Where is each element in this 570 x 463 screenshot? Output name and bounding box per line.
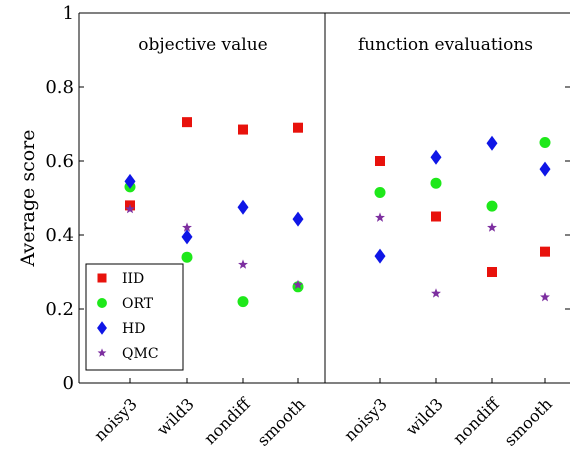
point-qmc-wild3: [182, 222, 192, 232]
panel-title: function evaluations: [358, 35, 533, 55]
point-iid-nondiff: [238, 124, 248, 135]
point-ort-nondiff: [237, 296, 249, 308]
point-qmc-nondiff: [238, 259, 248, 269]
x-tick-label: noisy3: [90, 394, 141, 445]
legend-label-qmc: QMC: [122, 346, 159, 362]
point-iid-smooth: [540, 246, 550, 257]
point-iid-smooth: [293, 122, 303, 133]
y-tick-label: 0.8: [45, 77, 74, 98]
y-tick-label: 0.2: [45, 299, 74, 320]
x-tick-label: smooth: [500, 394, 555, 449]
legend-label-ort: ORT: [122, 296, 154, 312]
y-tick-label: 0: [63, 373, 74, 394]
point-qmc-noisy3: [375, 212, 385, 222]
panel-title: objective value: [138, 35, 268, 55]
x-tick-label: wild3: [153, 394, 198, 439]
point-ort-noisy3: [374, 186, 386, 198]
y-tick-label: 0.4: [45, 225, 74, 246]
point-qmc-noisy3: [125, 203, 135, 214]
point-hd-smooth: [292, 211, 304, 227]
x-tick-label: smooth: [253, 394, 308, 449]
legend: IID ORT HD QMC: [85, 263, 184, 371]
point-iid-wild3: [182, 117, 192, 128]
point-qmc-wild3: [431, 288, 441, 298]
point-iid-noisy3: [375, 156, 385, 166]
legend-label-iid: IID: [122, 271, 144, 287]
point-qmc-smooth: [540, 291, 550, 302]
point-ort-wild3: [181, 251, 193, 263]
point-ort-smooth: [539, 137, 551, 148]
y-axis-title: Average score: [17, 130, 39, 268]
point-hd-nondiff: [237, 199, 249, 215]
point-hd-smooth: [539, 161, 551, 177]
point-hd-nondiff: [486, 135, 498, 151]
x-tick-label: nondiff: [200, 393, 255, 448]
point-hd-wild3: [430, 149, 442, 165]
x-tick-label: wild3: [402, 394, 447, 439]
y-tick-label: 1: [63, 3, 74, 24]
point-qmc-smooth: [293, 279, 303, 290]
x-tick-label: noisy3: [340, 394, 391, 445]
point-hd-noisy3: [374, 248, 386, 264]
axes-layer: 0 0.2 0.4 0.6 0.8 1 Average score objective val…: [17, 3, 570, 450]
legend-marker-qmc: [97, 348, 107, 357]
y-tick-label: 0.6: [45, 151, 74, 172]
point-qmc-nondiff: [487, 222, 497, 232]
point-ort-wild3: [430, 177, 442, 189]
marks-layer: [124, 117, 551, 308]
legend-marker-ort: [97, 298, 107, 308]
point-iid-wild3: [431, 211, 441, 222]
point-iid-nondiff: [487, 267, 497, 277]
legend-marker-hd: [97, 321, 107, 335]
legend-marker-iid: [97, 273, 107, 283]
point-hd-wild3: [181, 229, 193, 245]
legend-label-hd: HD: [122, 321, 145, 337]
point-hd-noisy3: [124, 173, 136, 189]
x-tick-label: nondiff: [449, 393, 504, 448]
point-ort-nondiff: [486, 200, 498, 212]
